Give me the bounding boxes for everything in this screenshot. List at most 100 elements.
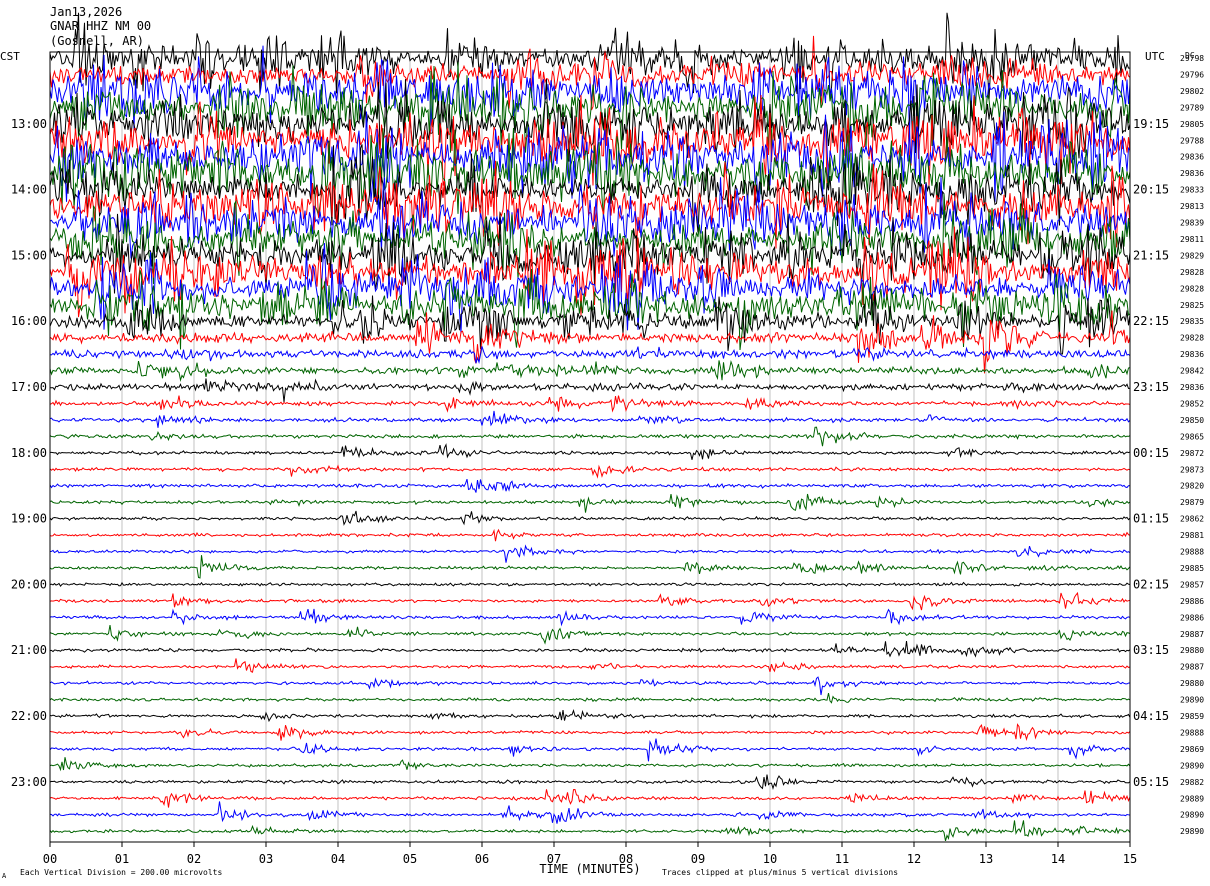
trace-row-46	[49, 801, 1131, 824]
trace-row-30	[49, 544, 1131, 563]
corner-mark: A	[2, 872, 7, 880]
trace-row-26	[49, 478, 1131, 493]
axis-labels: 00 01 02 03 04 05 06 07 08 09 10 11 12 13 14 15 13:00 14:…	[11, 54, 1204, 866]
seismic-traces	[49, 12, 1131, 842]
trace-row-14	[49, 243, 1131, 334]
dc-offset-label: 29882	[1180, 778, 1204, 787]
dc-offset-label: 29836	[1180, 383, 1204, 392]
dc-offset-label: 29788	[1180, 136, 1204, 145]
x-tick-label: 12	[907, 852, 921, 866]
trace-row-25	[49, 464, 1131, 479]
utc-hour-label: 23:15	[1133, 380, 1169, 394]
x-tick-label: 02	[187, 852, 201, 866]
utc-hour-label: 03:15	[1133, 643, 1169, 657]
local-hour-label: 23:00	[11, 775, 47, 789]
left-timezone-label: CST	[0, 50, 20, 63]
x-tick-label: 14	[1051, 852, 1065, 866]
trace-row-40	[49, 708, 1131, 723]
trace-row-6	[49, 111, 1131, 203]
header-station: GNAR HHZ NM 00	[50, 19, 151, 33]
utc-hour-label: 20:15	[1133, 183, 1169, 197]
dc-offset-label: 29889	[1180, 794, 1204, 803]
dc-offset-label: 29859	[1180, 712, 1204, 721]
dc-offset-label: 29836	[1180, 169, 1204, 178]
dc-offset-label: 29852	[1180, 399, 1204, 408]
local-hour-label: 17:00	[11, 380, 47, 394]
trace-row-39	[49, 692, 1131, 704]
dc-offset-label: 29836	[1180, 153, 1204, 162]
dc-offset-label: 29888	[1180, 728, 1204, 737]
utc-hour-label: 02:15	[1133, 577, 1169, 591]
trace-row-15	[49, 268, 1131, 351]
trace-row-22	[49, 410, 1131, 428]
trace-row-34	[49, 608, 1131, 627]
plot-frame	[49, 51, 1131, 843]
trace-row-17	[49, 310, 1131, 374]
dc-offset-label: 29865	[1180, 432, 1204, 441]
trace-row-4	[49, 79, 1131, 162]
trace-row-18	[49, 346, 1131, 365]
trace-row-12	[49, 212, 1131, 294]
trace-row-31	[49, 555, 1131, 579]
dc-offset-label: 29888	[1180, 548, 1204, 557]
utc-hour-label: 19:15	[1133, 117, 1169, 131]
trace-row-24	[50, 443, 1131, 460]
trace-row-41	[49, 723, 1131, 742]
dc-offset-label: 29835	[1180, 317, 1204, 326]
utc-hour-label: 04:15	[1133, 709, 1169, 723]
dc-offset-label: 29828	[1180, 268, 1204, 277]
dc-offset-label: 29798	[1180, 54, 1204, 63]
trace-row-35	[49, 625, 1131, 645]
dc-offset-label: 29880	[1180, 679, 1204, 688]
dc-offset-label: 29796	[1180, 70, 1204, 79]
dc-header-label: DC	[1185, 51, 1195, 60]
local-hour-label: 20:00	[11, 577, 47, 591]
dc-offset-label: 29850	[1180, 416, 1204, 425]
trace-row-36	[49, 641, 1131, 658]
trace-row-33	[49, 591, 1131, 611]
dc-offset-label: 29836	[1180, 350, 1204, 359]
trace-row-9	[49, 160, 1131, 252]
local-hour-label: 18:00	[11, 446, 47, 460]
right-timezone-label: UTC	[1145, 50, 1165, 63]
dc-offset-label: 29839	[1180, 219, 1204, 228]
x-axis-title: TIME (MINUTES)	[539, 862, 640, 876]
trace-row-20	[50, 378, 1131, 403]
x-tick-label: 11	[835, 852, 849, 866]
trace-row-19	[49, 360, 1131, 382]
x-tick-label: 09	[691, 852, 705, 866]
dc-offset-label: 29890	[1180, 696, 1204, 705]
dc-offset-label: 29885	[1180, 564, 1204, 573]
dc-offset-label: 29833	[1180, 186, 1204, 195]
trace-row-5	[49, 94, 1131, 186]
x-tick-label: 10	[763, 852, 777, 866]
local-hour-label: 21:00	[11, 643, 47, 657]
dc-offset-label: 29890	[1180, 811, 1204, 820]
dc-offset-label: 29869	[1180, 745, 1204, 754]
dc-offset-label: 29886	[1180, 613, 1204, 622]
dc-offset-label: 29813	[1180, 202, 1204, 211]
dc-offset-label: 29880	[1180, 646, 1204, 655]
clip-note: Traces clipped at plus/minus 5 vertical …	[662, 868, 898, 877]
header-date: Jan13,2026	[50, 5, 122, 19]
trace-row-45	[49, 788, 1131, 808]
x-tick-label: 01	[115, 852, 129, 866]
dc-offset-label: 29828	[1180, 334, 1204, 343]
trace-row-3	[49, 62, 1131, 153]
dc-offset-label: 29829	[1180, 251, 1204, 260]
dc-offset-label: 29820	[1180, 482, 1204, 491]
x-tick-label: 03	[259, 852, 273, 866]
x-tick-label: 00	[43, 852, 57, 866]
trace-row-23	[49, 426, 1131, 447]
dc-offset-label: 29873	[1180, 465, 1204, 474]
dc-offset-label: 29881	[1180, 531, 1204, 540]
trace-row-44	[49, 774, 1131, 791]
trace-row-47	[49, 820, 1131, 842]
dc-offset-label: 29802	[1180, 87, 1204, 96]
trace-row-43	[49, 757, 1131, 772]
x-tick-label: 15	[1123, 852, 1137, 866]
trace-row-16	[49, 286, 1131, 355]
dc-offset-label: 29887	[1180, 630, 1204, 639]
trace-row-7	[49, 127, 1131, 219]
